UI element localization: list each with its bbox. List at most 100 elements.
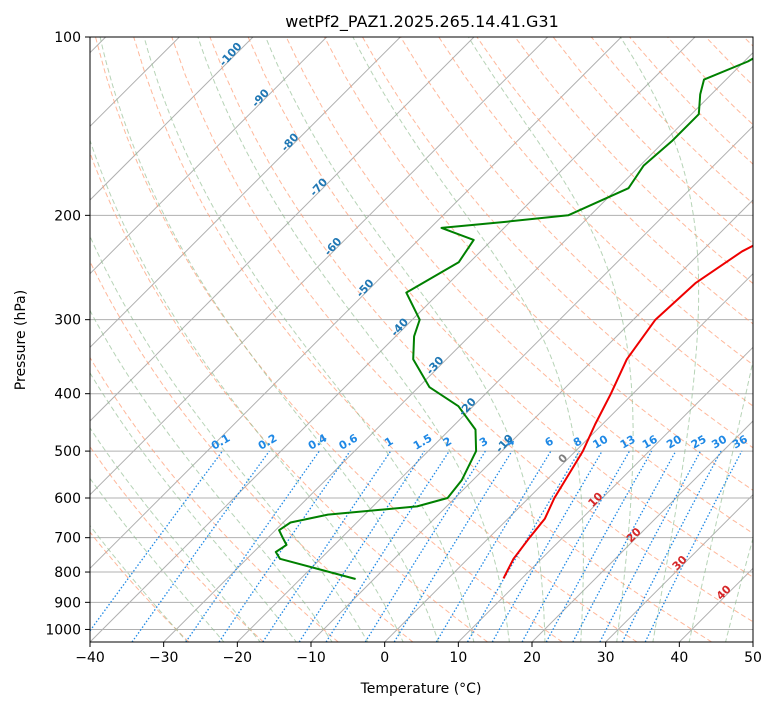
mixing-ratio-label: 25 [689, 433, 709, 452]
x-tick-label: 40 [670, 650, 688, 666]
dry-adiabat [247, 37, 753, 578]
isotherm-line [752, 641, 753, 642]
plot-frame [89, 36, 754, 643]
mixing-ratio-label: 1.5 [411, 432, 434, 453]
mixing-ratio-label: 13 [618, 433, 638, 452]
mixing-ratio-line [621, 450, 722, 642]
moist-adiabat-label: 10 [586, 490, 606, 510]
x-tick-label: 0 [380, 650, 389, 666]
isotherm-line [90, 37, 254, 201]
y-tick-label: 800 [54, 565, 81, 581]
mixing-ratio-line [393, 450, 513, 642]
chart-title: wetPf2_PAZ1.2025.265.14.41.G31 [285, 12, 559, 32]
y-tick-label: 200 [54, 208, 81, 224]
y-tick-label: 600 [54, 491, 81, 507]
isotherm-line [605, 493, 753, 642]
dry-adiabat [362, 37, 753, 449]
dry-adiabat [743, 37, 753, 47]
dry-adiabat [133, 37, 638, 642]
mixing-ratio-line [131, 450, 270, 642]
mixing-ratio-line [572, 450, 677, 642]
dry-adiabat-label: -70 [307, 175, 330, 199]
dewpoint-profile-line [274, 57, 753, 580]
isotherm-line [310, 199, 753, 642]
y-tick-label: 400 [54, 387, 81, 403]
x-tick-label: −10 [296, 650, 326, 666]
mixing-ratio-label: 6 [543, 434, 556, 449]
moist-adiabat [90, 477, 225, 642]
dry-adiabat [552, 37, 753, 244]
mixing-ratio-line [218, 450, 351, 642]
moist-adiabat [90, 427, 261, 642]
dry-adiabat-label: -80 [279, 130, 302, 154]
isotherm-line [90, 37, 328, 275]
mixing-ratio-label: 36 [730, 432, 750, 451]
mixing-ratio-line [435, 450, 552, 642]
mixing-ratio-line [599, 450, 702, 642]
mixing-ratio-label: 8 [571, 435, 584, 450]
dry-adiabat-label: -100 [217, 40, 245, 69]
moist-adiabat [197, 37, 510, 642]
dry-adiabat-label: -60 [322, 235, 345, 259]
dry-adiabat [171, 37, 712, 642]
mixing-ratio-label: 0.1 [209, 432, 232, 453]
x-tick-label: 30 [597, 650, 615, 666]
dry-adiabat [590, 37, 753, 205]
x-axis-label: Temperature (°C) [360, 681, 482, 697]
isotherm-line [531, 420, 753, 642]
dry-adiabat-label: -10 [493, 432, 516, 456]
isotherm-line [90, 37, 475, 422]
mixing-ratio-line [298, 450, 425, 642]
dry-adiabat [90, 356, 339, 642]
background-grid [90, 37, 775, 643]
moist-adiabat [99, 37, 440, 642]
moist-adiabat [762, 37, 775, 643]
y-tick-label: 900 [54, 595, 81, 611]
x-tick-label: −20 [223, 650, 253, 666]
moist-adiabat [688, 358, 753, 642]
moist-adiabat [725, 536, 753, 642]
dry-adiabat [514, 37, 753, 285]
moist-adiabat [90, 138, 404, 642]
isotherm-line [457, 346, 753, 642]
x-tick-label: 50 [744, 650, 762, 666]
dry-adiabat [667, 37, 753, 126]
dry-adiabat-label: -30 [424, 354, 447, 378]
temperature-profile-line [502, 244, 753, 579]
mixing-ratio-line [262, 450, 392, 642]
mixing-ratio-line [185, 450, 320, 642]
series-layer [274, 57, 753, 580]
mixing-ratio-label: 16 [640, 432, 660, 451]
dry-adiabat [90, 151, 488, 642]
moist-adiabat [467, 37, 634, 642]
moist-adiabat [265, 37, 546, 642]
axes: −40 −30 −20 −10 0 10 20 30 40 5010020030040050060… [45, 30, 762, 666]
moist-adiabat-label: 40 [714, 582, 734, 602]
isotherm-line [163, 51, 753, 642]
x-tick-label: 20 [523, 650, 541, 666]
moist-adiabat [352, 37, 584, 642]
dry-adiabat [209, 37, 753, 623]
mixing-ratio-label: 3 [477, 435, 490, 450]
mixing-ratio-label: 30 [709, 432, 729, 451]
isotherm-line [678, 567, 753, 642]
mixing-ratio-label: 1 [382, 435, 395, 450]
isotherm-line [236, 125, 753, 642]
mixing-ratio-label: 20 [664, 432, 684, 451]
mixing-ratio-label: 0.4 [306, 431, 330, 452]
dry-adiabat-label: -40 [388, 315, 411, 339]
mixing-ratio-line [545, 450, 653, 642]
isotherm-line [90, 37, 401, 349]
dry-adiabat-label: -90 [249, 86, 272, 110]
dry-adiabat [90, 445, 264, 642]
y-tick-label: 1000 [45, 622, 81, 638]
x-tick-label: −40 [75, 650, 105, 666]
moist-adiabat [143, 37, 475, 642]
y-tick-label: 500 [54, 444, 81, 460]
dry-adiabat [705, 37, 753, 86]
x-tick-label: −30 [149, 650, 179, 666]
y-tick-label: 300 [54, 313, 81, 329]
dry-adiabat [90, 260, 414, 642]
x-tick-label: 10 [449, 650, 467, 666]
dry-adiabat [90, 531, 190, 642]
